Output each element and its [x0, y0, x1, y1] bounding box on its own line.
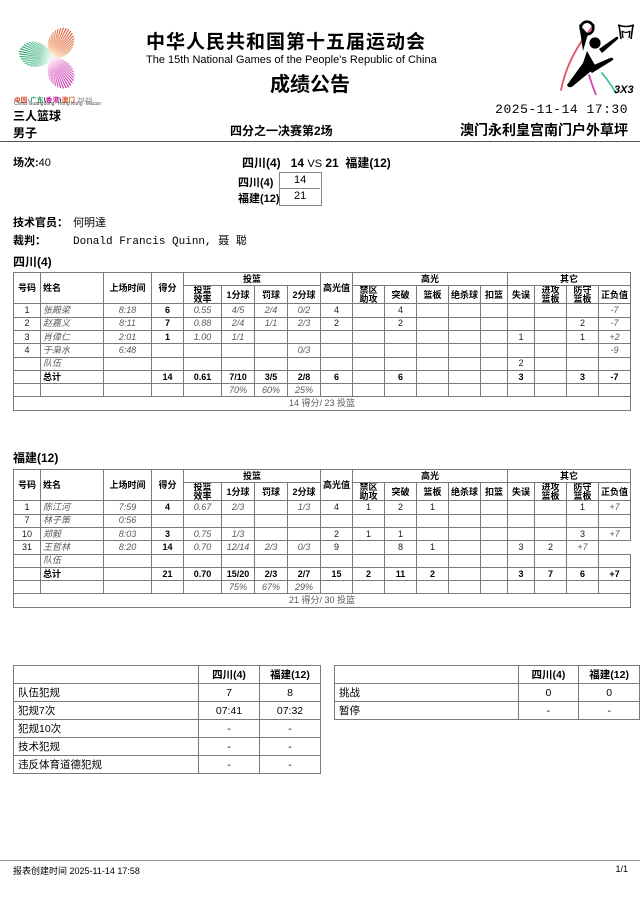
- svg-text:3X3: 3X3: [614, 84, 634, 95]
